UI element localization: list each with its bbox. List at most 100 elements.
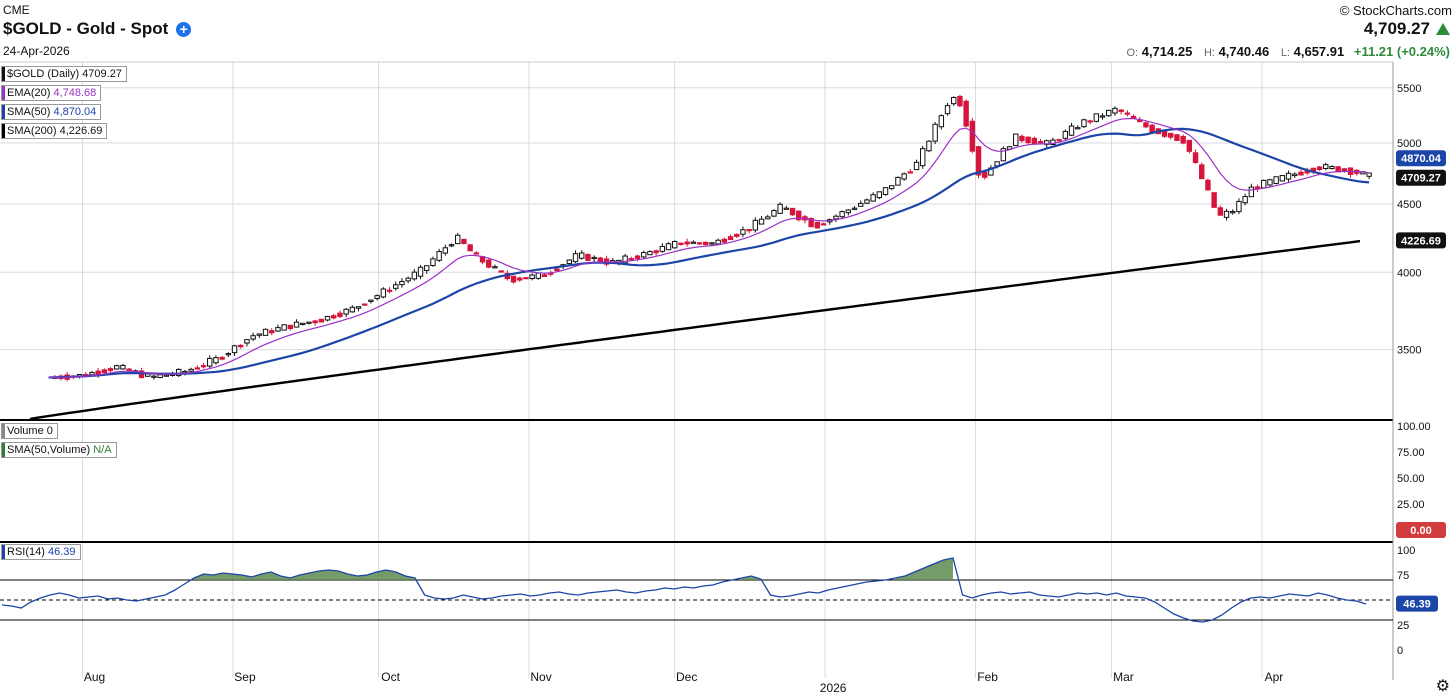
candle-up bbox=[1248, 186, 1255, 198]
candle-down bbox=[510, 275, 517, 283]
candle-down bbox=[1168, 132, 1174, 138]
candle-up bbox=[442, 247, 449, 254]
price-y-tick-label: 4500 bbox=[1397, 199, 1421, 211]
exchange-label: CME bbox=[3, 3, 30, 17]
candle-up bbox=[306, 321, 312, 324]
candle-up bbox=[758, 218, 765, 225]
candle-up bbox=[740, 229, 746, 235]
candle-up bbox=[374, 295, 380, 299]
gear-icon[interactable]: ⚙ bbox=[1435, 678, 1450, 695]
legend-sma200[interactable]: SMA(200) 4,226.69 bbox=[1, 123, 108, 139]
candle-down bbox=[1180, 135, 1186, 144]
candle-down bbox=[386, 289, 393, 292]
legend-rsi-swatch bbox=[2, 545, 5, 559]
candle-up bbox=[765, 216, 771, 220]
volume-y-tick-label: 25.00 bbox=[1397, 499, 1425, 511]
candle-up bbox=[405, 277, 411, 282]
candle-up bbox=[176, 368, 182, 377]
price-y-tick-label: 4000 bbox=[1397, 267, 1421, 279]
ohlc-readout: O: 4,714.25 H: 4,740.46 L: 4,657.91 +11.… bbox=[1118, 44, 1450, 59]
add-plus-icon[interactable]: + bbox=[176, 21, 192, 37]
candle-down bbox=[126, 368, 132, 371]
candle-up bbox=[231, 345, 238, 354]
candle-up bbox=[492, 266, 498, 269]
legend-ema20[interactable]: EMA(20) 4,748.68 bbox=[1, 85, 102, 101]
rsi-y-tick-label: 0 bbox=[1397, 645, 1403, 657]
candle-up bbox=[926, 140, 932, 152]
candle-down bbox=[957, 95, 963, 107]
candle-up bbox=[411, 271, 418, 280]
price-y-tick-label: 3500 bbox=[1397, 345, 1421, 357]
symbol-title-text: $GOLD - Gold - Spot bbox=[3, 19, 169, 38]
legend-ema20-swatch bbox=[2, 86, 5, 100]
candle-up bbox=[932, 123, 938, 142]
candle-up bbox=[870, 194, 876, 202]
legend-volume-text: Volume 0 bbox=[7, 425, 53, 437]
candle-up bbox=[1093, 113, 1100, 122]
candle-up bbox=[858, 202, 864, 207]
candle-up bbox=[901, 173, 907, 180]
sma50-value-tag: 4870.04 bbox=[1401, 153, 1442, 165]
legend-vol-sma-swatch bbox=[2, 443, 5, 457]
brand-label[interactable]: © StockCharts.com bbox=[1339, 3, 1452, 18]
candle-up bbox=[566, 259, 573, 265]
high-label: H: bbox=[1203, 47, 1215, 59]
candle-down bbox=[746, 229, 752, 232]
legend-rsi-value: 46.39 bbox=[47, 546, 76, 558]
legend-volume[interactable]: Volume 0 bbox=[1, 423, 58, 439]
candle-down bbox=[337, 312, 343, 317]
candle-down bbox=[963, 100, 969, 127]
legend-sma50-name: SMA(50) bbox=[7, 106, 51, 118]
candle-up bbox=[355, 306, 362, 309]
candle-down bbox=[523, 277, 529, 280]
sma200-value-tag: 4226.69 bbox=[1401, 235, 1441, 247]
candle-up bbox=[1075, 127, 1081, 130]
candle-down bbox=[1192, 152, 1199, 163]
candle-down bbox=[703, 241, 709, 246]
candle-down bbox=[628, 258, 635, 261]
candle-up bbox=[368, 299, 374, 302]
candle-down bbox=[585, 253, 591, 261]
candle-down bbox=[461, 238, 467, 245]
legend-rsi[interactable]: RSI(14) 46.39 bbox=[1, 544, 81, 560]
candle-up bbox=[207, 357, 213, 367]
candle-up bbox=[275, 327, 281, 332]
candle-up bbox=[430, 258, 436, 267]
volume-value-tag: 0.00 bbox=[1410, 525, 1431, 537]
price-y-tick-label: 5500 bbox=[1397, 83, 1421, 95]
candle-down bbox=[1174, 134, 1180, 141]
candle-up bbox=[349, 306, 356, 313]
candle-down bbox=[597, 257, 604, 263]
legend-sma50[interactable]: SMA(50) 4,870.04 bbox=[1, 104, 102, 120]
candle-down bbox=[331, 315, 337, 319]
low-label: L: bbox=[1280, 47, 1290, 59]
candle-down bbox=[634, 255, 641, 260]
x-tick-label: Mar bbox=[1113, 670, 1134, 684]
legend-price-swatch bbox=[2, 67, 5, 81]
candle-down bbox=[734, 233, 740, 237]
candle-down bbox=[1199, 164, 1205, 180]
legend-sma200-name: SMA(200) bbox=[7, 125, 57, 137]
candle-up bbox=[944, 105, 951, 115]
candle-up bbox=[572, 253, 579, 263]
candle-up bbox=[436, 251, 442, 261]
candle-up bbox=[455, 234, 461, 245]
legend-price[interactable]: $GOLD (Daily) 4709.27 bbox=[1, 66, 127, 82]
candle-down bbox=[808, 218, 814, 228]
legend-vol-sma[interactable]: SMA(50,Volume) N/A bbox=[1, 442, 117, 458]
candle-up bbox=[1279, 175, 1286, 182]
candle-up bbox=[1068, 125, 1075, 136]
legend-price-text: $GOLD (Daily) 4709.27 bbox=[7, 68, 122, 80]
candle-up bbox=[647, 251, 653, 256]
candle-down bbox=[1149, 124, 1155, 133]
candle-up bbox=[1273, 176, 1279, 184]
candle-up bbox=[151, 375, 157, 378]
candle-down bbox=[982, 171, 988, 178]
candle-down bbox=[1031, 137, 1038, 145]
up-arrow-icon bbox=[1436, 23, 1450, 35]
candle-down bbox=[138, 370, 145, 379]
legend-ema20-name: EMA(20) bbox=[7, 87, 51, 99]
candle-up bbox=[659, 245, 666, 252]
candle-up bbox=[213, 357, 219, 364]
